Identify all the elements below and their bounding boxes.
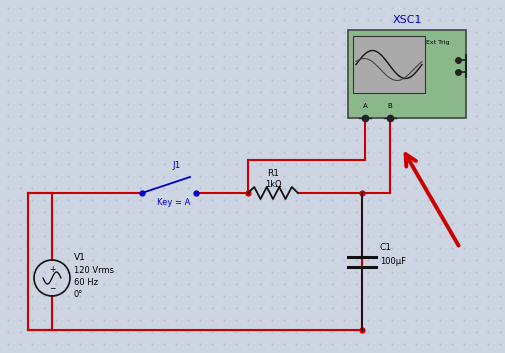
Text: XSC1: XSC1 — [391, 15, 421, 25]
Text: 100μF: 100μF — [379, 257, 405, 265]
Text: J1: J1 — [173, 161, 181, 170]
Bar — [347, 30, 465, 118]
Text: 0°: 0° — [74, 290, 83, 299]
Text: A: A — [362, 103, 367, 109]
Text: 60 Hz: 60 Hz — [74, 278, 98, 287]
Text: −: − — [48, 285, 55, 293]
Text: V1: V1 — [74, 253, 86, 262]
Text: Ext Trig: Ext Trig — [425, 40, 448, 45]
Text: C1: C1 — [379, 243, 391, 251]
Text: Key = A: Key = A — [157, 198, 190, 207]
Text: 120 Vrms: 120 Vrms — [74, 266, 114, 275]
Text: B: B — [387, 103, 391, 109]
Text: 1kΩ: 1kΩ — [264, 180, 281, 189]
Bar — [352, 36, 424, 93]
Text: R1: R1 — [267, 169, 278, 178]
Text: +: + — [48, 264, 55, 274]
